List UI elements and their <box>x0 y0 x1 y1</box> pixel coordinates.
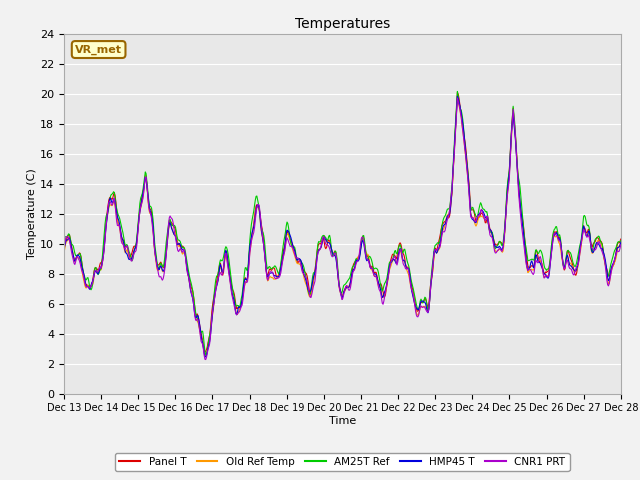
Line: Panel T: Panel T <box>64 93 621 352</box>
HMP45 T <box>202 354 209 360</box>
HMP45 T <box>454 94 461 99</box>
Line: CNR1 PRT: CNR1 PRT <box>64 98 621 360</box>
Old Ref Temp <box>70 257 78 263</box>
AM25T Ref <box>411 294 419 300</box>
Old Ref Temp <box>428 281 435 287</box>
AM25T Ref <box>214 271 222 276</box>
Panel T <box>60 242 68 248</box>
Panel T <box>454 90 461 96</box>
Line: HMP45 T: HMP45 T <box>64 96 621 357</box>
Line: Old Ref Temp: Old Ref Temp <box>64 97 621 356</box>
Panel T <box>428 277 435 283</box>
CNR1 PRT <box>202 357 209 362</box>
Panel T <box>411 298 419 304</box>
Panel T <box>617 236 625 242</box>
AM25T Ref <box>184 264 192 270</box>
HMP45 T <box>60 247 68 253</box>
CNR1 PRT <box>60 246 68 252</box>
Old Ref Temp <box>411 302 419 308</box>
Panel T <box>127 252 135 257</box>
CNR1 PRT <box>454 95 461 101</box>
X-axis label: Time: Time <box>329 416 356 426</box>
Old Ref Temp <box>60 250 68 256</box>
Panel T <box>214 271 222 276</box>
Text: VR_met: VR_met <box>75 44 122 55</box>
HMP45 T <box>214 277 222 283</box>
Panel T <box>70 256 78 262</box>
AM25T Ref <box>428 275 435 280</box>
Panel T <box>184 271 192 276</box>
Line: AM25T Ref: AM25T Ref <box>64 91 621 355</box>
Title: Temperatures: Temperatures <box>295 17 390 31</box>
Old Ref Temp <box>454 94 461 100</box>
CNR1 PRT <box>411 302 419 308</box>
Old Ref Temp <box>201 353 209 359</box>
HMP45 T <box>411 301 419 307</box>
Old Ref Temp <box>127 254 135 260</box>
CNR1 PRT <box>70 260 78 266</box>
AM25T Ref <box>127 256 135 262</box>
AM25T Ref <box>454 88 461 94</box>
Legend: Panel T, Old Ref Temp, AM25T Ref, HMP45 T, CNR1 PRT: Panel T, Old Ref Temp, AM25T Ref, HMP45 … <box>115 453 570 471</box>
CNR1 PRT <box>214 276 222 281</box>
Panel T <box>201 349 209 355</box>
CNR1 PRT <box>617 242 625 248</box>
CNR1 PRT <box>127 258 135 264</box>
Y-axis label: Temperature (C): Temperature (C) <box>28 168 37 259</box>
Old Ref Temp <box>184 271 192 276</box>
CNR1 PRT <box>184 272 192 278</box>
CNR1 PRT <box>428 278 435 284</box>
Old Ref Temp <box>214 277 222 283</box>
HMP45 T <box>428 280 435 286</box>
HMP45 T <box>184 270 192 276</box>
HMP45 T <box>70 257 78 263</box>
AM25T Ref <box>203 352 211 358</box>
HMP45 T <box>127 256 135 262</box>
AM25T Ref <box>617 238 625 244</box>
Old Ref Temp <box>617 240 625 245</box>
AM25T Ref <box>70 247 78 252</box>
HMP45 T <box>617 240 625 245</box>
AM25T Ref <box>60 235 68 241</box>
